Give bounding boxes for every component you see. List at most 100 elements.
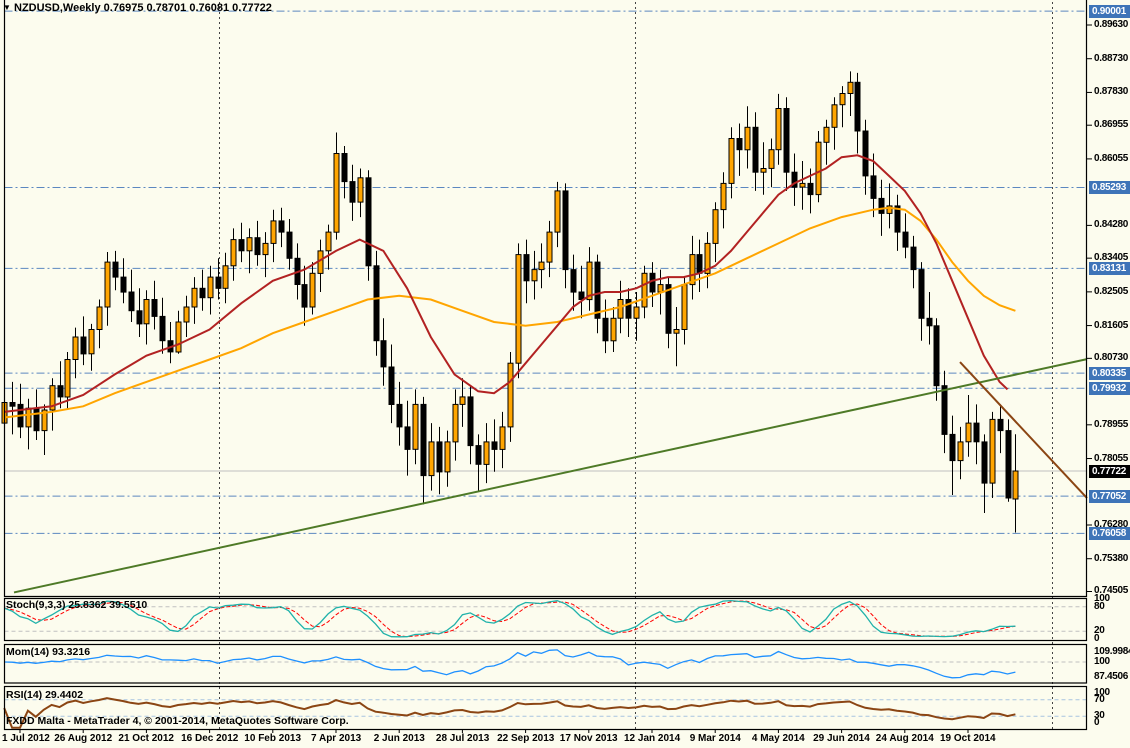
bull-candle	[357, 177, 364, 203]
candlestick-series	[1, 71, 1019, 533]
bear-candle	[926, 317, 933, 327]
bear-candle	[862, 130, 869, 177]
bull-candle	[681, 284, 688, 331]
stoch-scale-label: 100	[1094, 593, 1110, 604]
bear-candle	[791, 171, 798, 188]
bear-candle	[467, 396, 474, 447]
price-tick-label: 0.84280	[1094, 219, 1129, 231]
ma-fast-line	[4, 154, 1009, 413]
bull-candle	[775, 108, 782, 151]
bear-candle	[396, 403, 403, 428]
bear-candle	[380, 340, 387, 368]
bear-candle	[752, 126, 759, 173]
bear-candle	[151, 299, 158, 317]
price-tick-label: 0.80730	[1094, 352, 1129, 364]
bear-candle	[112, 261, 119, 278]
bull-candle	[325, 231, 332, 252]
bull-candle	[41, 409, 48, 432]
bear-candle	[997, 418, 1004, 432]
bear-candle	[80, 336, 87, 355]
bear-candle	[420, 403, 427, 477]
bull-candle	[657, 284, 664, 293]
stoch-main-line	[3, 599, 1016, 638]
bear-candle	[57, 385, 64, 398]
stoch-scale-label: 80	[1094, 600, 1105, 612]
bull-candle	[25, 407, 32, 428]
rsi-scale-label: 100	[1094, 687, 1110, 698]
rsi-scale-label: 70	[1094, 693, 1105, 705]
rsi-panel-frame	[3, 685, 1088, 731]
bull-candle	[428, 441, 435, 477]
bear-candle	[562, 190, 569, 271]
bear-candle	[238, 239, 245, 252]
price-tick-label: 0.89630	[1094, 19, 1129, 30]
bear-candle	[254, 237, 261, 256]
bear-candle	[570, 269, 577, 293]
bull-candle	[768, 149, 775, 169]
date-label: 29 Jun 2014	[813, 733, 870, 744]
price-level-badge: 0.85293	[1089, 180, 1130, 194]
stoch-indicator-label: Stoch(9,3,3) 25.8362 39.5510	[6, 599, 148, 611]
bear-candle	[136, 310, 143, 325]
bull-candle	[230, 239, 237, 267]
price-level-badge: 0.83131	[1089, 261, 1130, 275]
price-tick-label: 0.78055	[1094, 452, 1129, 464]
date-label: 7 Apr 2013	[311, 733, 362, 744]
bull-candle	[815, 141, 822, 196]
bear-candle	[349, 181, 356, 203]
bear-candle	[404, 426, 411, 450]
bear-candle	[894, 205, 901, 233]
bull-candle	[831, 104, 838, 128]
bull-candle	[207, 276, 214, 299]
bear-candle	[388, 366, 395, 405]
bull-candle	[728, 138, 735, 184]
ma-slow-line	[4, 206, 1016, 419]
stoch-scale-label: 0	[1094, 633, 1100, 644]
rsi-indicator-label: RSI(14) 29.4402	[6, 689, 84, 701]
bull-candle	[452, 403, 459, 443]
momentum-line	[4, 649, 1016, 679]
symbol-dropdown-icon[interactable]: ▼	[3, 3, 11, 12]
symbol-period-label: NZDUSD,Weekly	[14, 2, 101, 14]
bear-candle	[215, 276, 222, 289]
bull-candle	[641, 272, 648, 308]
date-label: 17 Nov 2013	[559, 733, 618, 744]
bull-candle	[633, 306, 640, 319]
bull-candle	[64, 359, 71, 398]
bull-candle	[712, 209, 719, 244]
ascending-trendline[interactable]	[13, 358, 1088, 594]
copyright-text: FXDD Malta - MetaTrader 4, © 2001-2014, …	[6, 715, 349, 727]
chart-title: NZDUSD,Weekly 0.76975 0.78701 0.76081 0.…	[14, 2, 272, 14]
date-label: 10 Feb 2013	[244, 733, 302, 744]
bear-candle	[933, 325, 940, 387]
bear-candle	[199, 287, 206, 299]
bull-candle	[554, 190, 561, 233]
bear-candle	[120, 276, 127, 293]
bull-candle	[689, 254, 696, 286]
bull-candle	[1012, 470, 1019, 500]
ohlc-open: 0.76975	[103, 2, 144, 14]
descending-trendline[interactable]	[959, 361, 1088, 499]
price-level-badge: 0.77052	[1089, 489, 1130, 503]
bear-candle	[981, 441, 988, 484]
bull-candle	[49, 385, 56, 411]
bull-candle	[586, 261, 593, 301]
bull-candle	[839, 93, 846, 106]
bull-candle	[957, 441, 964, 462]
bear-candle	[436, 441, 443, 473]
price-level-badge: 0.76058	[1089, 526, 1130, 540]
bull-candle	[538, 261, 545, 271]
bear-candle	[649, 272, 656, 293]
bear-candle	[523, 254, 530, 282]
bear-candle	[665, 284, 672, 334]
price-tick-label: 0.81605	[1094, 319, 1129, 331]
price-level-badge: 0.79932	[1089, 381, 1130, 395]
bear-candle	[696, 254, 703, 274]
date-label: 4 May 2014	[751, 733, 805, 744]
momentum-panel-frame	[3, 643, 1088, 684]
momentum-scale-label: 109.9984	[1094, 646, 1130, 657]
date-label: 26 Aug 2012	[54, 733, 113, 744]
momentum-scale-label: 100	[1094, 656, 1110, 667]
